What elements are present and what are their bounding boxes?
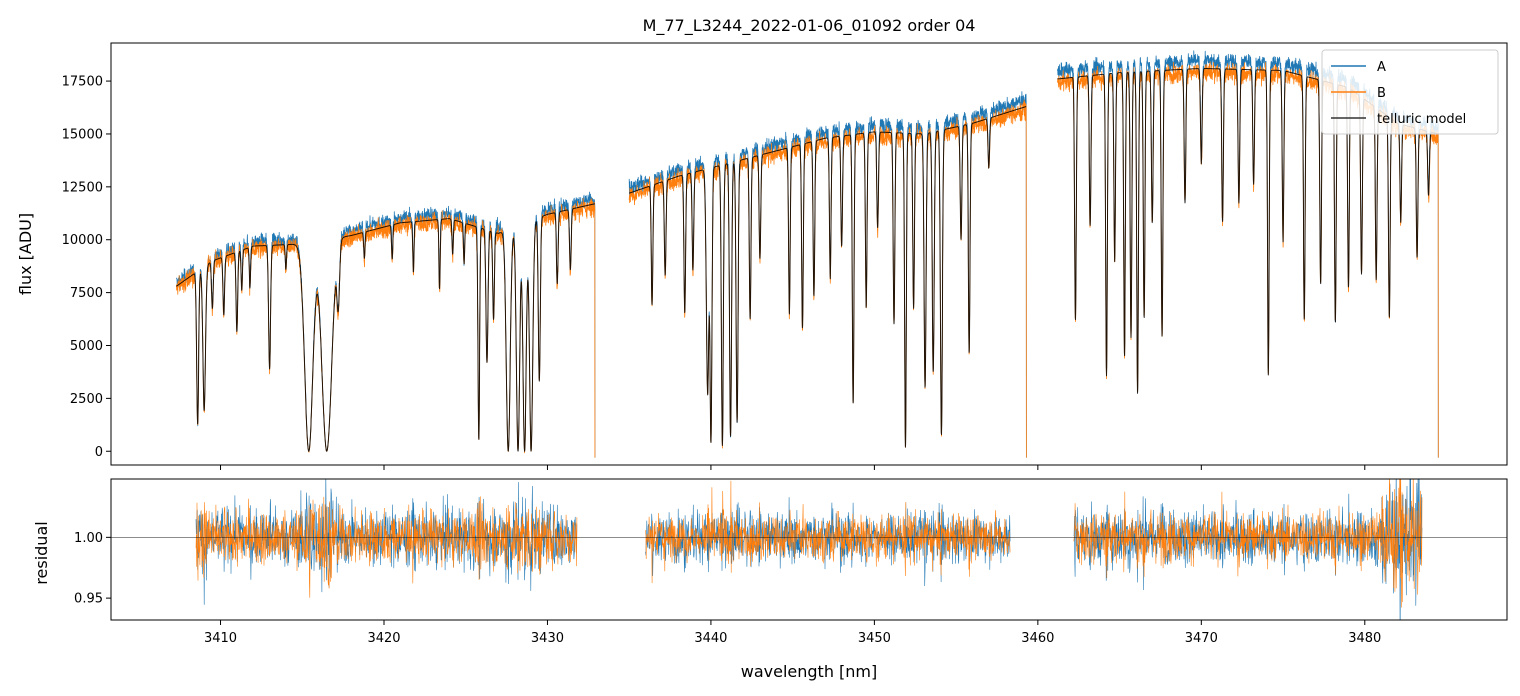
telluric-model-line xyxy=(176,68,1439,452)
residual-x-tick-label: 3420 xyxy=(367,631,400,646)
residual-x-axis: 3410 3420 3430 3440 3450 3460 3470 3480 xyxy=(204,620,1381,646)
flux-y-tick-label: 0 xyxy=(95,445,103,460)
flux-y-tick-label: 5000 xyxy=(70,339,103,354)
residual-x-tick-label: 3430 xyxy=(531,631,564,646)
chart-title: M_77_L3244_2022-01-06_01092 order 04 xyxy=(643,16,976,36)
residual-x-tick-label: 3470 xyxy=(1185,631,1218,646)
flux-y-tick-label: 12500 xyxy=(62,180,103,195)
legend-box xyxy=(1321,49,1499,135)
flux-y-axis: 0 2500 5000 7500 10000 12500 15000 17500 xyxy=(62,75,111,460)
residual-y-label: residual xyxy=(32,521,51,584)
legend: A B telluric model xyxy=(1321,49,1499,135)
residual-y-axis: 0.95 1.00 xyxy=(74,531,111,607)
legend-label-model: telluric model xyxy=(1377,112,1466,127)
residual-y-tick-label: 1.00 xyxy=(74,531,103,546)
flux-y-tick-label: 2500 xyxy=(70,392,103,407)
flux-y-tick-label: 10000 xyxy=(62,233,103,248)
flux-y-tick-label: 7500 xyxy=(70,286,103,301)
legend-label-b: B xyxy=(1377,86,1386,101)
residual-plot-frame xyxy=(110,478,1508,621)
residual-x-tick-label: 3410 xyxy=(204,631,237,646)
residual-x-tick-label: 3450 xyxy=(858,631,891,646)
flux-y-label: flux [ADU] xyxy=(16,213,35,295)
flux-plot-frame xyxy=(110,42,1508,466)
legend-label-a: A xyxy=(1377,60,1386,75)
flux-y-tick-label: 15000 xyxy=(62,127,103,142)
series-b-line xyxy=(176,61,1439,458)
residual-x-tick-label: 3460 xyxy=(1021,631,1054,646)
residual-y-tick-label: 0.95 xyxy=(74,592,103,607)
series-a-line xyxy=(176,50,1439,458)
residual-x-tick-label: 3480 xyxy=(1348,631,1381,646)
x-axis-label: wavelength [nm] xyxy=(741,662,878,681)
residual-panel: 0.95 1.00 3410 3420 3430 3440 3450 3460 3470 348… xyxy=(32,478,1508,681)
residual-a-line xyxy=(195,479,1423,620)
flux-x-ticks xyxy=(220,465,1366,470)
flux-y-tick-label: 17500 xyxy=(62,75,103,90)
residual-x-tick-label: 3440 xyxy=(694,631,727,646)
flux-panel: 0 2500 5000 7500 10000 12500 15000 17500 flux [… xyxy=(16,42,1508,470)
